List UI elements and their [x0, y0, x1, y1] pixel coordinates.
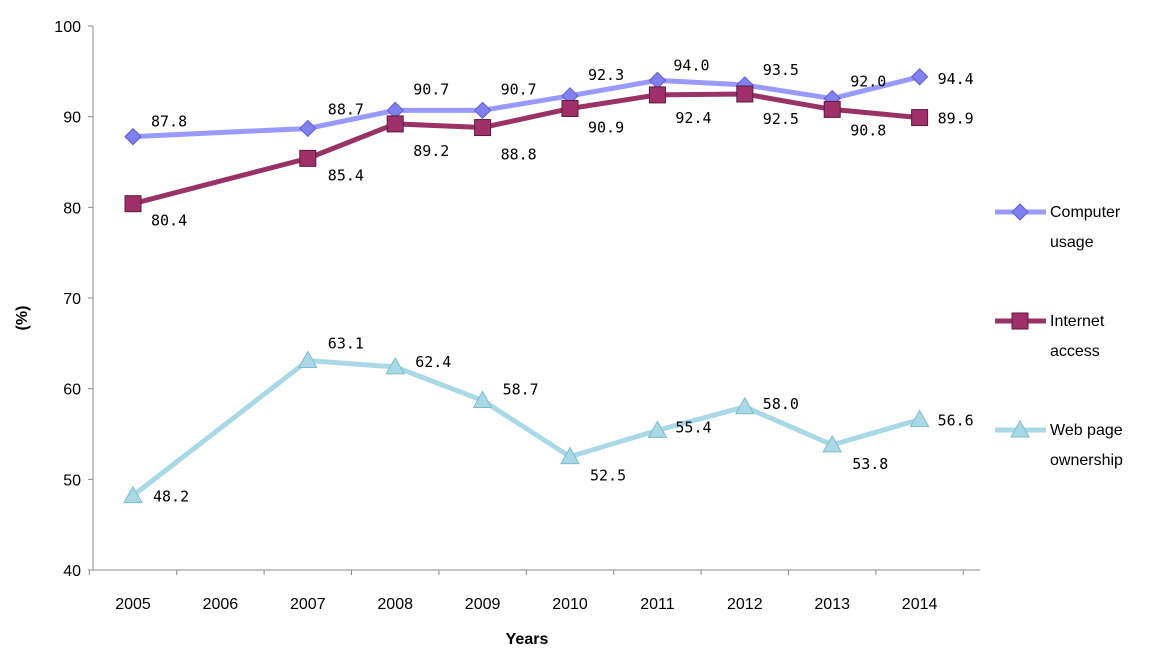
- x-tick-label: 2014: [902, 596, 938, 613]
- legend-item: Internet access: [995, 312, 1105, 360]
- y-tick-label: 80: [63, 200, 81, 217]
- data-label: 52.5: [590, 467, 626, 485]
- x-tick-label: 2008: [377, 596, 413, 613]
- x-tick-label: 2011: [640, 596, 675, 613]
- data-label: 63.1: [328, 335, 364, 353]
- data-label: 88.7: [328, 100, 364, 118]
- data-point-marker: [123, 485, 143, 504]
- data-point-marker: [386, 115, 404, 133]
- data-point-marker: [124, 127, 142, 146]
- series-group: [123, 68, 930, 504]
- legend-item: Computer usage: [995, 203, 1121, 251]
- data-point-marker: [822, 434, 843, 453]
- x-tick-label: 2007: [290, 596, 326, 613]
- legend-label: Internet: [1050, 313, 1105, 330]
- data-label: 90.9: [588, 119, 624, 137]
- data-point-marker: [560, 446, 580, 465]
- data-point-marker: [472, 390, 493, 408]
- y-tick-label: 60: [63, 382, 81, 399]
- data-label: 92.0: [850, 73, 886, 91]
- data-point-marker: [124, 195, 142, 213]
- data-point-marker: [385, 356, 406, 375]
- data-label: 53.8: [852, 455, 888, 473]
- data-label: 55.4: [675, 418, 711, 436]
- data-label: 62.4: [415, 353, 451, 371]
- data-label: 58.7: [503, 380, 539, 398]
- data-label: 92.5: [763, 110, 799, 128]
- data-label: 88.8: [501, 146, 537, 164]
- y-tick-group: 40 50 60 70 80 90 100: [54, 19, 93, 580]
- y-tick-label: 90: [63, 110, 81, 127]
- data-label: 90.8: [850, 121, 886, 139]
- x-tick-label: 2013: [814, 596, 850, 613]
- data-point-marker: [823, 100, 841, 118]
- data-label: 87.8: [151, 113, 187, 131]
- data-point-marker: [647, 420, 668, 438]
- data-label: 92.3: [588, 66, 624, 84]
- x-tick-label: 2005: [115, 596, 151, 613]
- data-label: 48.2: [153, 488, 189, 506]
- data-label: 92.4: [675, 109, 711, 127]
- x-tick-label: 2006: [203, 596, 239, 613]
- legend-label: ownership: [1050, 452, 1123, 469]
- y-tick-label: 100: [54, 19, 81, 36]
- legend-label: access: [1050, 343, 1100, 360]
- data-point-marker: [736, 85, 754, 103]
- data-label: 90.7: [501, 80, 537, 98]
- data-point-marker: [473, 101, 492, 120]
- legend: Computer usage Internet access Web page owner…: [995, 203, 1123, 469]
- data-label: 90.7: [413, 80, 449, 98]
- x-tick-label: 2009: [465, 596, 501, 613]
- data-point-marker: [648, 86, 666, 104]
- x-tick-group: 2005 2006 2007 2008 2009 2010 2011 2012 2013 2014: [88, 570, 964, 613]
- data-point-marker: [910, 68, 929, 86]
- data-label: 89.9: [938, 110, 974, 128]
- data-point-marker: [299, 149, 317, 167]
- legend-label: Web page: [1050, 422, 1123, 439]
- x-tick-label: 2012: [727, 596, 763, 613]
- x-tick-label: 2010: [552, 596, 588, 613]
- data-point-marker: [734, 396, 755, 415]
- data-label: 94.4: [938, 70, 974, 88]
- legend-marker: [1011, 203, 1029, 221]
- data-label: 56.6: [938, 411, 974, 429]
- y-tick-label: 70: [63, 291, 81, 308]
- data-point-marker: [909, 409, 930, 427]
- legend-label: usage: [1050, 234, 1094, 251]
- data-point-marker: [299, 119, 317, 138]
- data-point-marker: [561, 100, 579, 118]
- legend-marker: [1011, 312, 1029, 330]
- y-tick-label: 40: [63, 563, 81, 580]
- data-point-marker: [297, 350, 318, 369]
- data-label: 85.4: [328, 166, 364, 184]
- legend-label: Computer: [1050, 204, 1121, 221]
- legend-item: Web page ownership: [995, 419, 1123, 469]
- legend-marker: [1010, 419, 1030, 438]
- data-label: 80.4: [151, 212, 187, 230]
- data-label: 94.0: [673, 56, 709, 74]
- y-axis-title: (%): [14, 306, 31, 331]
- data-label-group: 87.8 88.7 90.7 90.7 92.3 94.0 93.5 92.0 94.4 80.4…: [151, 56, 974, 505]
- data-point-marker: [911, 109, 929, 127]
- data-point-marker: [474, 119, 492, 137]
- data-point-marker: [648, 71, 667, 90]
- y-tick-label: 50: [63, 472, 81, 489]
- data-label: 58.0: [763, 395, 799, 413]
- data-label: 93.5: [763, 61, 799, 79]
- x-axis-title: Years: [506, 631, 549, 648]
- data-label: 89.2: [413, 142, 449, 160]
